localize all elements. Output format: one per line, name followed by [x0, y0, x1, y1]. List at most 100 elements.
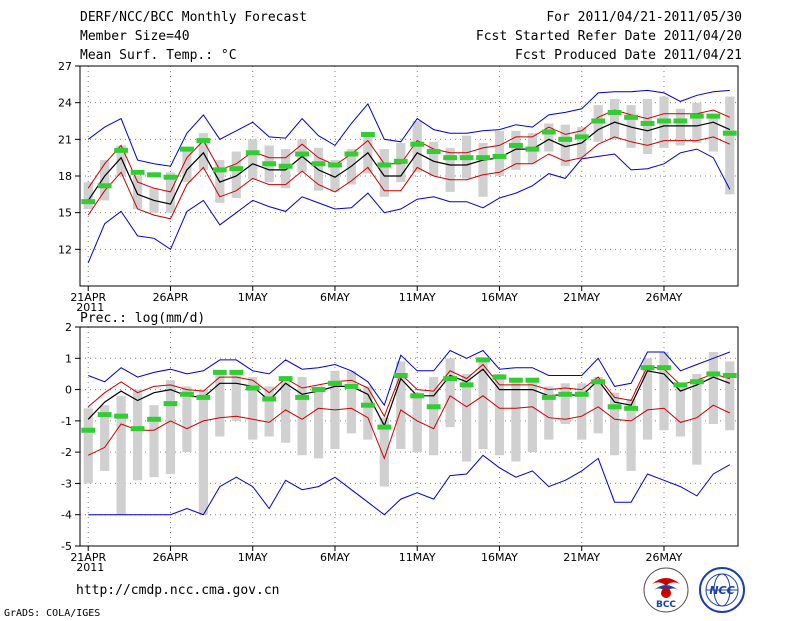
ensemble-box [231, 151, 241, 198]
observed-marker [640, 120, 655, 126]
observed-marker [97, 412, 112, 418]
observed-marker [97, 183, 112, 189]
x-tick-label: 26APR [153, 291, 189, 304]
ensemble-box [297, 377, 307, 456]
ncc-logo: NCC [699, 567, 745, 613]
observed-marker [574, 391, 589, 397]
ensemble-box [560, 124, 570, 167]
header-produced-date: Fcst Produced Date 2011/04/21 [515, 48, 742, 63]
plot-frame [79, 326, 739, 547]
observed-marker [393, 158, 408, 164]
bcc-logo: BCC [643, 567, 689, 613]
observed-marker [722, 130, 737, 136]
ensemble-box [708, 352, 718, 424]
ncc-logo-text: NCC [709, 584, 734, 597]
ensemble-box [215, 370, 225, 437]
y-tick-label: -3 [61, 477, 72, 490]
observed-marker [722, 372, 737, 378]
ensemble-box [116, 395, 126, 515]
ensemble-box [593, 377, 603, 434]
ensemble-box [675, 108, 686, 146]
ensemble-box [461, 373, 472, 462]
ensemble-box [379, 149, 389, 197]
ensemble-box [379, 417, 389, 487]
ensemble-box [642, 358, 653, 440]
ensemble-box [511, 130, 521, 170]
observed-marker [328, 380, 342, 386]
observed-marker [196, 138, 211, 144]
ensemble-box [100, 160, 110, 201]
ensemble-box [132, 176, 143, 209]
x-tick-label: 21MAY [563, 291, 600, 304]
observed-marker [81, 199, 96, 205]
ensemble-box [692, 102, 702, 143]
x-tick-year-label: 2011 [76, 301, 104, 314]
x-tick-label: 21APR [70, 551, 106, 564]
x-tick-label: 1MAY [238, 291, 268, 304]
x-tick-label: 26MAY [646, 291, 683, 304]
y-tick-label: 0 [65, 384, 72, 397]
observed-marker [607, 404, 622, 410]
ensemble-box [132, 389, 143, 481]
ensemble-box [725, 361, 735, 431]
series-mean-line [87, 368, 731, 428]
ensemble-box [544, 386, 554, 440]
x-tick-label: 11MAY [399, 551, 436, 564]
ensemble-box [610, 99, 620, 140]
observed-marker [591, 379, 606, 385]
ensemble-box [83, 408, 93, 484]
observed-marker [443, 376, 458, 382]
y-tick-label: 24 [58, 97, 72, 110]
observed-marker [426, 404, 441, 410]
observed-marker [525, 377, 540, 383]
panel2-title: Prec.: log(mm/d) [80, 311, 206, 326]
ensemble-box [264, 386, 274, 437]
ensemble-box [198, 133, 208, 170]
observed-marker [377, 424, 392, 430]
x-tick-label: 1MAY [238, 551, 268, 564]
observed-marker [541, 394, 556, 400]
ensemble-box [478, 143, 488, 197]
observed-marker [673, 382, 688, 388]
observed-marker [574, 134, 589, 140]
observed-marker [393, 372, 408, 378]
observed-marker [114, 147, 129, 153]
observed-marker [410, 141, 425, 147]
ensemble-box [412, 392, 422, 453]
ensemble-box [445, 358, 455, 428]
observed-marker [278, 163, 293, 169]
y-tick-label: 18 [58, 170, 72, 183]
observed-marker [295, 394, 309, 400]
ensemble-box [511, 380, 521, 462]
observed-marker [689, 379, 704, 385]
observed-marker [706, 113, 721, 119]
observed-marker [492, 153, 507, 159]
observed-marker [360, 402, 375, 408]
series-min-line [88, 454, 731, 516]
observed-marker [558, 136, 573, 142]
y-tick-label: 27 [58, 60, 72, 73]
observed-marker [459, 382, 474, 388]
x-tick-label: 26MAY [646, 551, 683, 564]
ensemble-box [330, 160, 340, 192]
ensemble-box [198, 389, 208, 515]
ensemble-box [231, 370, 241, 421]
bcc-logo-text: BCC [656, 600, 676, 610]
observed-marker [558, 391, 573, 397]
observed-marker [212, 167, 227, 173]
x-tick-label: 21APR [70, 291, 106, 304]
observed-marker [262, 396, 277, 402]
ensemble-box [659, 352, 669, 431]
ensemble-box [165, 380, 176, 475]
observed-marker [180, 391, 194, 397]
y-tick-label: -1 [61, 415, 72, 428]
observed-marker [278, 376, 293, 382]
observed-marker [492, 374, 507, 380]
observed-marker [443, 155, 458, 161]
ensemble-box [445, 147, 455, 192]
ensemble-box [149, 405, 159, 478]
